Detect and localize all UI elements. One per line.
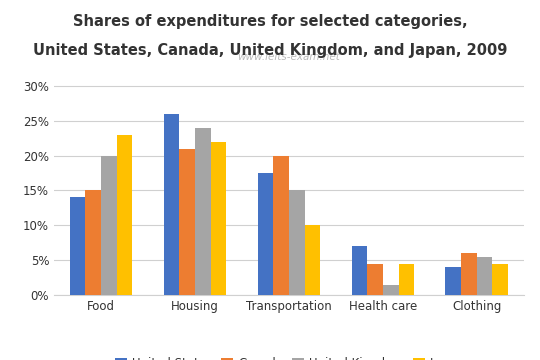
Bar bbox=[164, 114, 179, 295]
Bar bbox=[492, 264, 508, 295]
Bar bbox=[273, 156, 289, 295]
Bar bbox=[446, 267, 461, 295]
Text: United States, Canada, United Kingdom, and Japan, 2009: United States, Canada, United Kingdom, a… bbox=[33, 43, 507, 58]
Bar bbox=[117, 135, 132, 295]
Text: www.ielts-exam.net: www.ielts-exam.net bbox=[238, 53, 340, 63]
Bar bbox=[195, 128, 211, 295]
Bar bbox=[352, 246, 367, 295]
Bar bbox=[477, 257, 492, 295]
Bar bbox=[258, 173, 273, 295]
Bar bbox=[85, 190, 101, 295]
Bar bbox=[289, 190, 305, 295]
Bar bbox=[211, 141, 226, 295]
Text: Shares of expenditures for selected categories,: Shares of expenditures for selected cate… bbox=[73, 14, 467, 30]
Bar bbox=[305, 225, 320, 295]
Bar bbox=[399, 264, 414, 295]
Bar bbox=[101, 156, 117, 295]
Bar bbox=[367, 264, 383, 295]
Bar bbox=[461, 253, 477, 295]
Bar bbox=[179, 149, 195, 295]
Bar bbox=[70, 197, 85, 295]
Bar bbox=[383, 285, 399, 295]
Legend: United States, Canada, United Kingdom, Japan: United States, Canada, United Kingdom, J… bbox=[111, 352, 467, 360]
